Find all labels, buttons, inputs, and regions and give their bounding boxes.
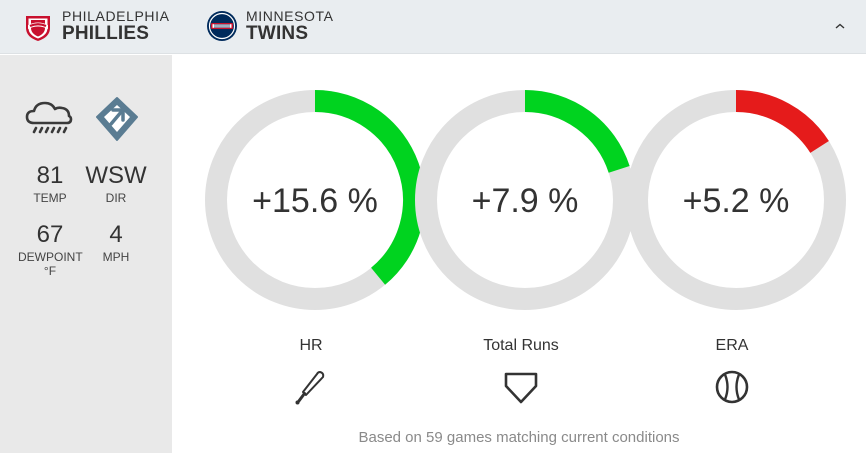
gauge-total-runs: +7.9 % (415, 90, 635, 310)
home-plate-icon (504, 372, 538, 404)
home-team-city: MINNESOTA (246, 8, 334, 24)
impact-metrics: +15.6 % +7.9 % +5.2 % HR Total Runs ERA … (172, 55, 866, 453)
matchup-header: PHILADELPHIA PHILLIES MINNESOTA TWINS (0, 0, 866, 54)
wind-speed-value: 4 (109, 221, 123, 248)
temp-label: TEMP (33, 191, 67, 205)
twins-logo (207, 11, 237, 41)
weather-panel: 81 TEMP WSW DIR 67 DEWPOINT °F 4 MPH (0, 55, 172, 453)
dir-stat: WSW DIR (84, 164, 148, 206)
gauge-fill (735, 90, 829, 154)
collapse-button[interactable] (828, 14, 852, 38)
gauge-row: +15.6 % +7.9 % +5.2 % (205, 90, 846, 310)
wind-direction-icon (96, 97, 138, 141)
wind-speed-stat: 4 MPH (84, 223, 148, 265)
away-team: PHILADELPHIA PHILLIES (22, 9, 170, 43)
away-team-name: PHILLIES (62, 23, 150, 44)
metric-label-total-runs: Total Runs (483, 337, 559, 354)
bat-icon (295, 371, 325, 405)
metric-label-era: ERA (715, 337, 749, 354)
rain-cloud-icon (25, 101, 73, 134)
temp-stat: 81 TEMP (18, 164, 82, 206)
gauge-hr: +15.6 % (205, 90, 425, 310)
baseball-icon (715, 370, 749, 404)
away-team-city: PHILADELPHIA (62, 8, 170, 24)
gauge-era: +5.2 % (626, 90, 846, 310)
metric-label-hr: HR (299, 337, 323, 354)
phillies-logo (26, 16, 50, 41)
gauge-value: +5.2 % (683, 182, 790, 220)
gauge-fill (314, 90, 425, 285)
dewpoint-value: 67 (36, 221, 64, 248)
dewpoint-stat: 67 DEWPOINT °F (18, 221, 83, 279)
home-team-name: TWINS (246, 23, 309, 44)
home-team: MINNESOTA TWINS (206, 9, 334, 43)
wind-speed-label: MPH (102, 250, 130, 264)
chevron-up-icon (835, 23, 845, 29)
dir-value: WSW (85, 162, 147, 189)
sample-size-note: Based on 59 games matching current condi… (358, 429, 680, 446)
gauge-value: +15.6 % (252, 182, 378, 220)
dir-label: DIR (105, 191, 127, 205)
gauge-value: +7.9 % (472, 182, 579, 220)
dewpoint-label: DEWPOINT °F (18, 250, 83, 278)
gauge-fill (524, 90, 630, 174)
temp-value: 81 (36, 162, 64, 189)
